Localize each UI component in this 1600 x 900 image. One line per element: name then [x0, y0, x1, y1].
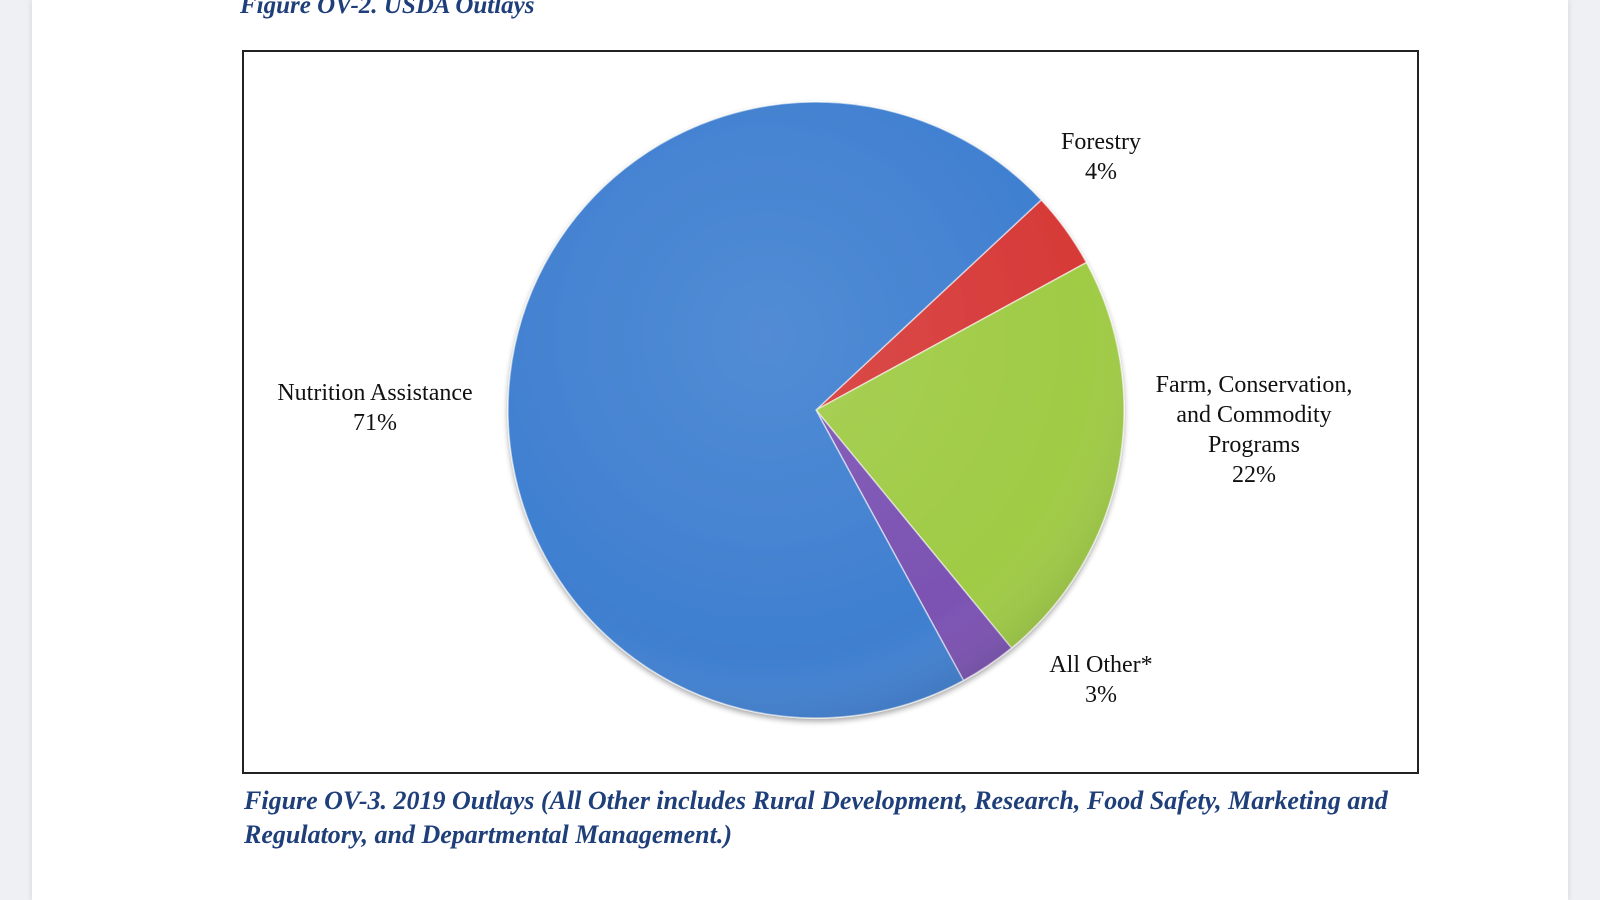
chart-frame: Forestry 4% Farm, Conservation, and Commodi…	[242, 50, 1419, 774]
pie-chart: Forestry 4% Farm, Conservation, and Commodi…	[277, 101, 1352, 719]
pie-slices	[507, 101, 1125, 719]
figure-caption: Figure OV-3. 2019 Outlays (All Other inc…	[244, 786, 1388, 849]
slice-label-all-other: All Other* 3%	[1049, 652, 1152, 708]
figure-title: Figure OV-2. USDA Outlays	[240, 0, 535, 19]
slice-label-forestry: Forestry 4%	[1061, 129, 1141, 185]
slice-label-farm-conservation-commodity: Farm, Conservation, and Commodity Programs…	[1156, 372, 1353, 488]
pie-labels: Forestry 4% Farm, Conservation, and Commodi…	[277, 129, 1352, 708]
slice-label-nutrition-assistance: Nutrition Assistance 71%	[277, 380, 472, 436]
document-page: Figure OV-2. USDA Outlays Forestry 4% Farm…	[32, 0, 1568, 900]
